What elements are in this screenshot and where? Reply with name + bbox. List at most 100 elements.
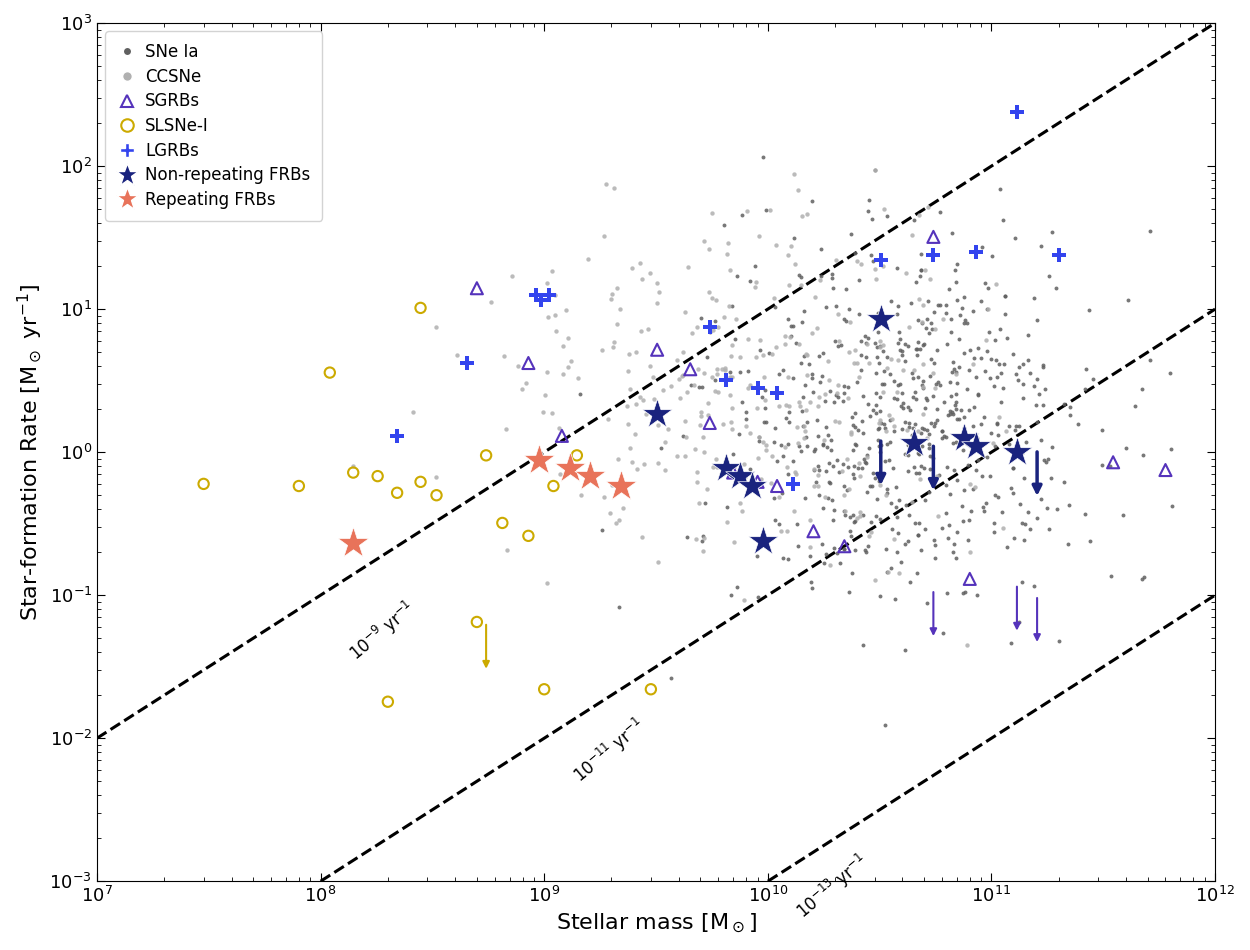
Point [845,420,865,435]
Point [778,460,798,475]
Point [949,331,969,346]
Point [779,404,799,419]
Point [915,522,935,537]
Point [908,424,928,439]
Point [910,269,930,284]
Point [606,280,626,295]
Point [835,507,855,522]
Point [969,340,989,355]
Point [920,272,940,287]
Point [946,394,966,409]
Point [721,349,741,364]
Point [688,319,707,334]
Point [752,390,772,405]
Point [912,315,932,331]
Point [939,531,959,546]
Point [559,359,579,374]
Point [791,276,811,292]
Point [802,384,822,399]
Point [867,491,887,506]
Point [990,322,1010,337]
Point [672,428,692,444]
Point [908,527,928,542]
Point [844,355,864,370]
Point [1034,452,1054,467]
Point [974,504,994,519]
Point [789,435,809,450]
Point [946,366,966,381]
Point [794,419,814,434]
Point [889,525,909,541]
Point [800,512,820,527]
Point [804,444,824,459]
Point [769,489,789,504]
Point [886,499,906,514]
Point [911,247,931,262]
Point [648,455,668,470]
Point [829,465,849,480]
Point [875,717,895,732]
Point [1028,510,1048,525]
Point [946,275,966,290]
Point [948,472,968,487]
Point [1140,352,1160,368]
Point [800,540,820,555]
Point [686,531,706,546]
Point [888,352,908,368]
Point [862,212,882,227]
Point [948,293,968,308]
Point [685,442,705,457]
Point [1118,293,1138,308]
Point [872,384,892,399]
Point [961,504,981,519]
Point [1038,451,1058,466]
Point [853,389,872,404]
Point [714,416,734,431]
Point [928,297,948,313]
Point [924,229,944,244]
Point [1075,382,1095,397]
Point [892,386,912,401]
Point [962,356,982,371]
Point [816,419,836,434]
Point [809,390,829,405]
Point [911,542,931,557]
Point [966,430,986,446]
Point [936,585,956,600]
Point [1009,419,1029,434]
Point [959,458,979,473]
Point [771,437,791,452]
Point [426,487,446,503]
Point [456,355,476,370]
Point [858,337,878,352]
Point [494,349,514,364]
Point [765,299,785,314]
Point [924,532,944,547]
Point [951,300,971,315]
Point [998,331,1017,346]
Point [860,441,880,456]
Point [944,407,964,422]
Point [541,263,561,278]
Point [874,259,894,275]
Point [916,390,936,406]
Point [989,409,1009,425]
Point [1010,615,1030,630]
Point [965,431,985,446]
Point [642,370,662,385]
Point [931,430,951,446]
Point [842,443,862,458]
Point [693,429,712,445]
Point [985,523,1005,539]
Point [707,367,727,382]
Point [730,365,750,380]
Point [752,348,772,363]
Point [675,304,695,319]
Point [951,402,971,417]
Point [648,342,668,357]
Point [984,515,1004,530]
Point [845,406,865,421]
Point [910,292,930,307]
Point [876,360,896,375]
Point [631,530,651,545]
